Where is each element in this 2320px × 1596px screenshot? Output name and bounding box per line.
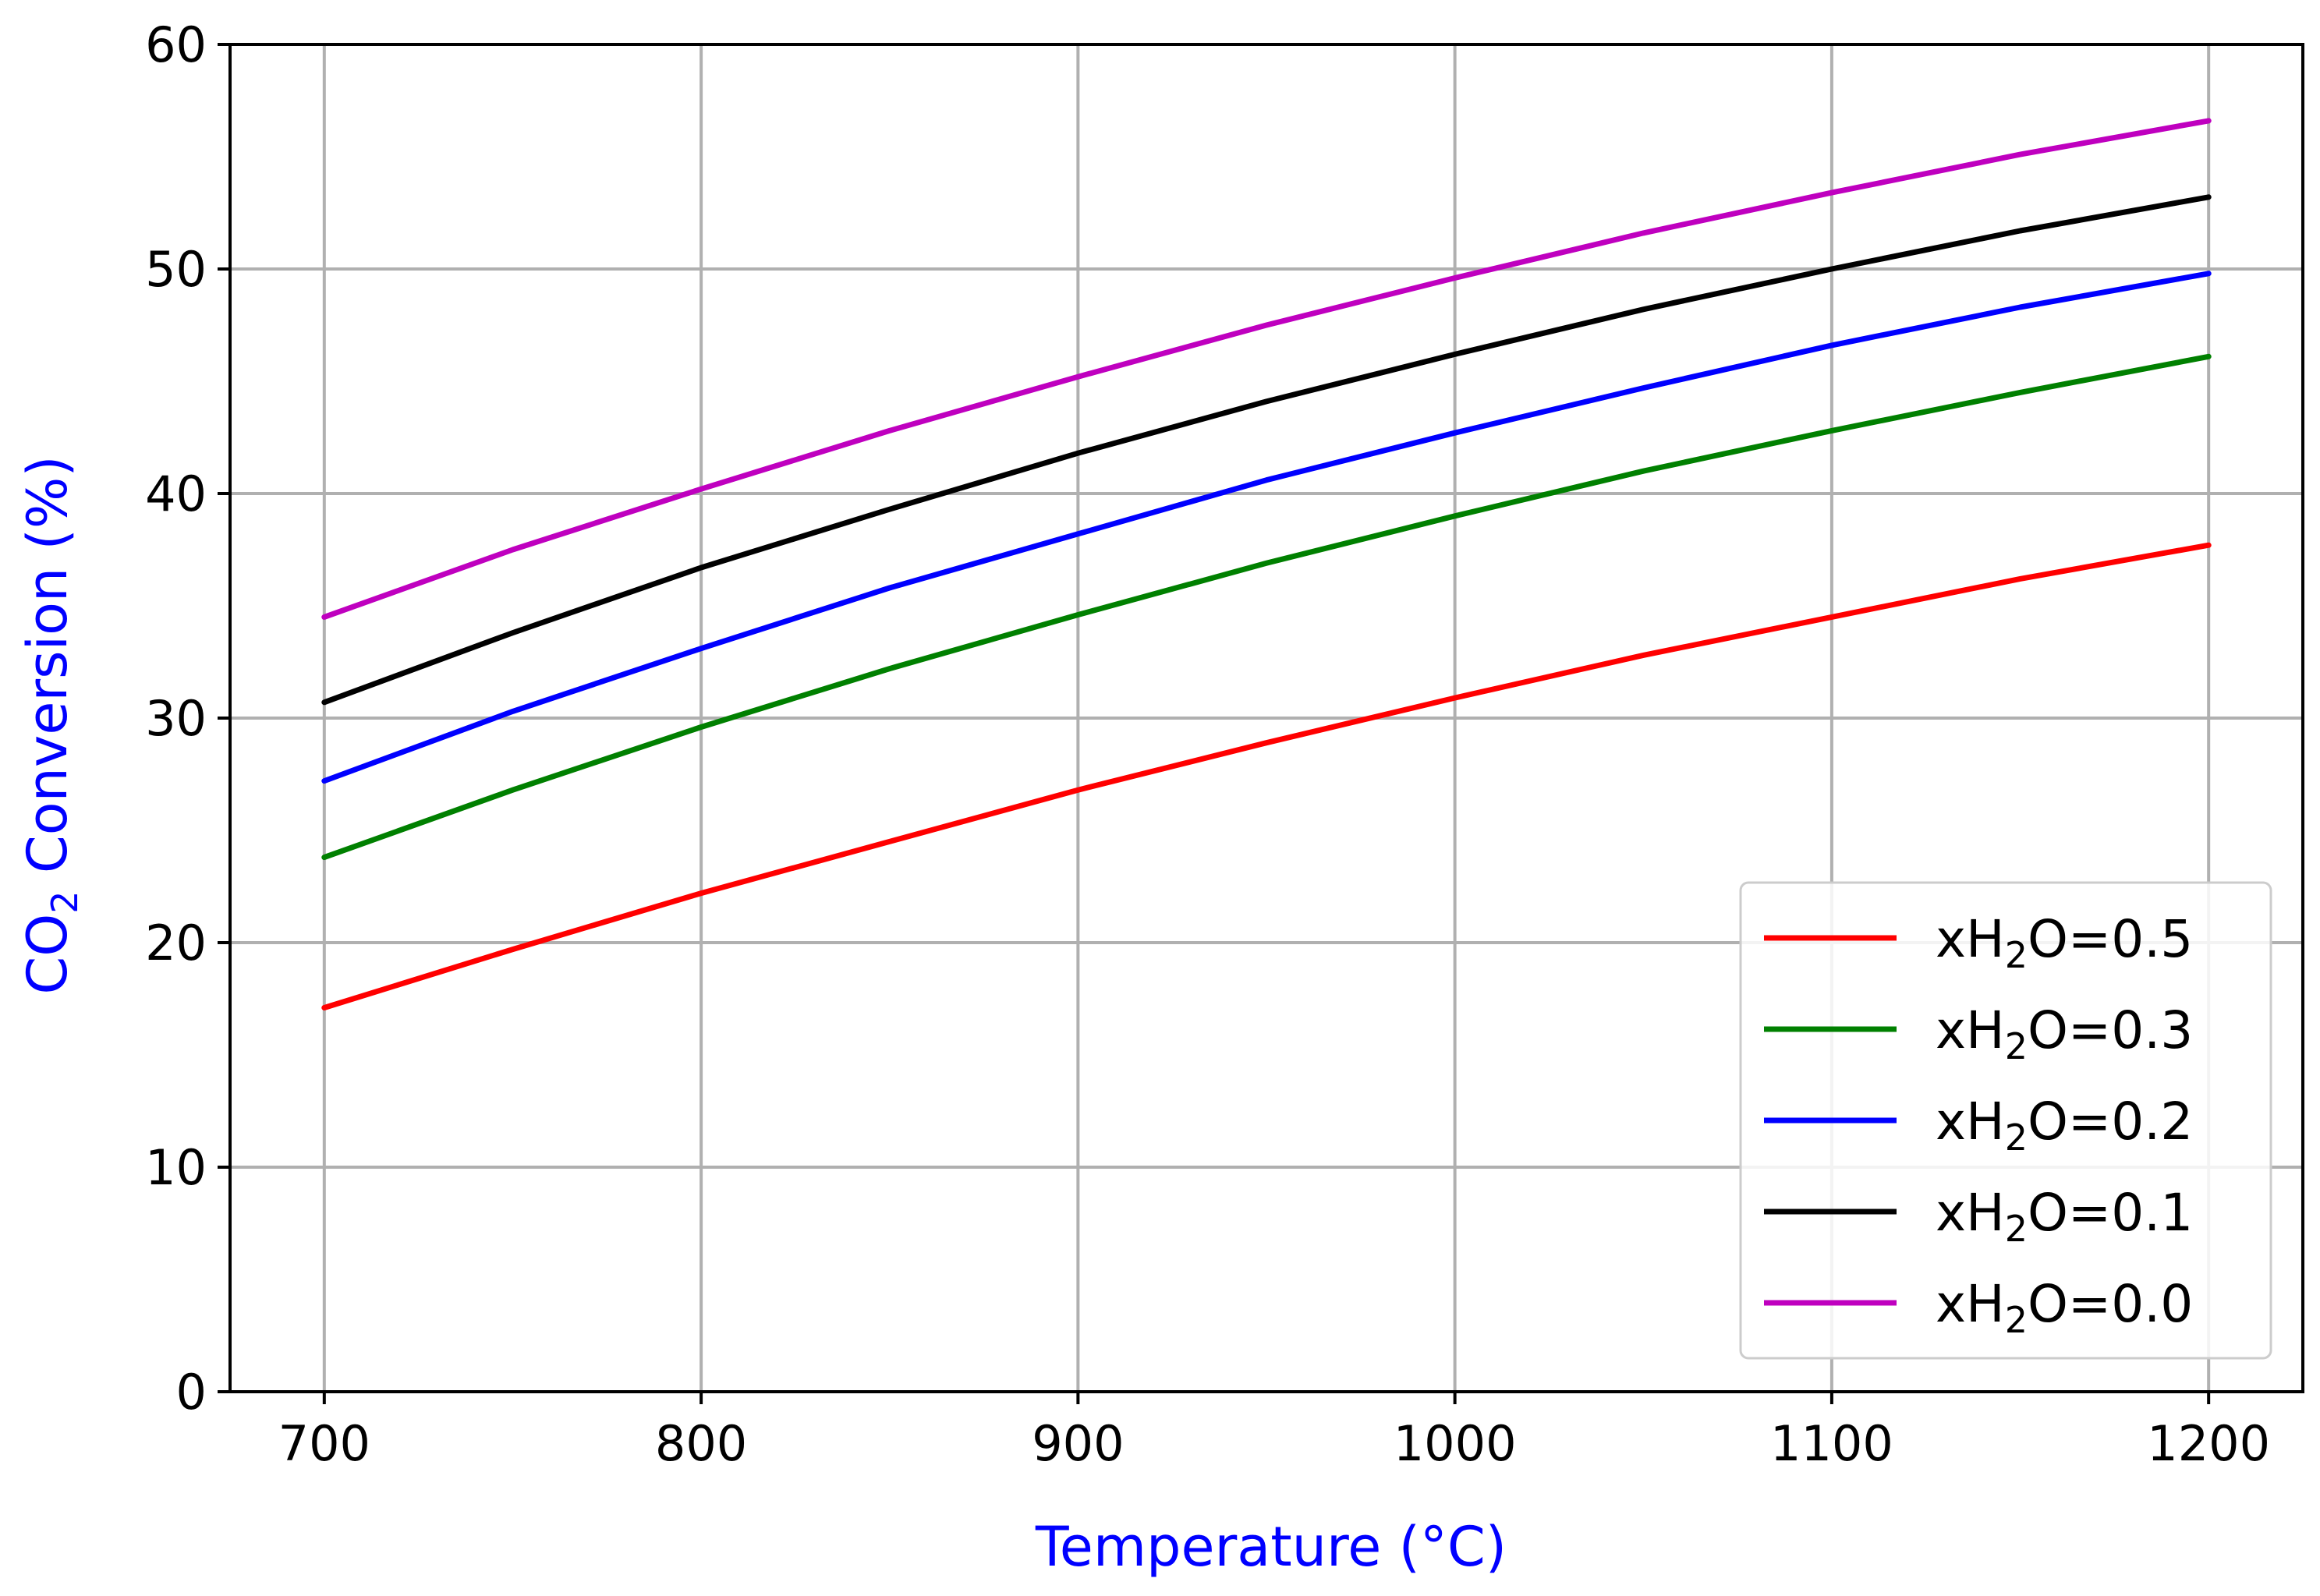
x-tick-labels: 700 800 900 1000 1100 1200 [278, 1415, 2270, 1472]
legend-label-pre: xH [1936, 1092, 2005, 1152]
legend-label-0: xH2O=0.5 [1936, 909, 2193, 976]
legend-label-post: O=0.5 [2028, 909, 2193, 969]
x-tick-label: 1200 [2147, 1415, 2270, 1472]
series-line-1 [321, 353, 2212, 861]
y-axis-title-post: Conversion (%) [16, 455, 80, 890]
y-tick-label: 40 [145, 465, 207, 522]
x-tick-label: 700 [278, 1415, 370, 1472]
legend-label-pre: xH [1936, 909, 2005, 969]
series-lines [321, 118, 2212, 1010]
y-tick-labels: 0 10 20 30 40 50 60 [145, 16, 207, 1421]
legend-label-sub: 2 [2005, 1025, 2028, 1067]
y-tick-label: 50 [145, 241, 207, 298]
series-line-0 [321, 542, 2212, 1010]
x-axis-title: Temperature (°C) [1035, 1515, 1507, 1579]
y-axis-title-sub: 2 [44, 890, 86, 913]
legend-box [1739, 881, 2272, 1360]
x-tick-label: 1100 [1770, 1415, 1893, 1472]
legend-label-post: O=0.1 [2028, 1183, 2193, 1243]
legend-label-sub: 2 [2005, 1299, 2028, 1341]
y-axis-title-pre: CO [16, 914, 80, 995]
y-tick-label: 60 [145, 16, 207, 73]
series-line-3 [321, 194, 2212, 706]
legend-label-2: xH2O=0.2 [1936, 1092, 2193, 1159]
legend-label-4: xH2O=0.0 [1936, 1274, 2193, 1341]
x-tick-label: 1000 [1394, 1415, 1517, 1472]
legend-label-sub: 2 [2005, 1116, 2028, 1159]
x-tick-label: 800 [655, 1415, 747, 1472]
y-tick-label: 10 [145, 1139, 207, 1196]
series-line-4 [321, 118, 2212, 620]
legend-label-pre: xH [1936, 1183, 2005, 1243]
y-tick-label: 30 [145, 690, 207, 747]
legend-label-1: xH2O=0.3 [1936, 1000, 2193, 1067]
axis-ticks [218, 43, 2211, 1404]
legend-label-post: O=0.2 [2028, 1092, 2193, 1152]
y-axis-title: CO2 Conversion (%) [16, 455, 86, 994]
legend-label-post: O=0.3 [2028, 1000, 2193, 1060]
legend-label-3: xH2O=0.1 [1936, 1183, 2193, 1250]
legend-label-post: O=0.0 [2028, 1274, 2193, 1334]
y-tick-label: 20 [145, 915, 207, 971]
legend-label-sub: 2 [2005, 1208, 2028, 1250]
legend-label-sub: 2 [2005, 934, 2028, 976]
y-tick-label: 0 [176, 1364, 207, 1421]
legend-label-pre: xH [1936, 1274, 2005, 1334]
legend-label-pre: xH [1936, 1000, 2005, 1060]
series-line-2 [321, 271, 2212, 784]
x-tick-label: 900 [1032, 1415, 1124, 1472]
